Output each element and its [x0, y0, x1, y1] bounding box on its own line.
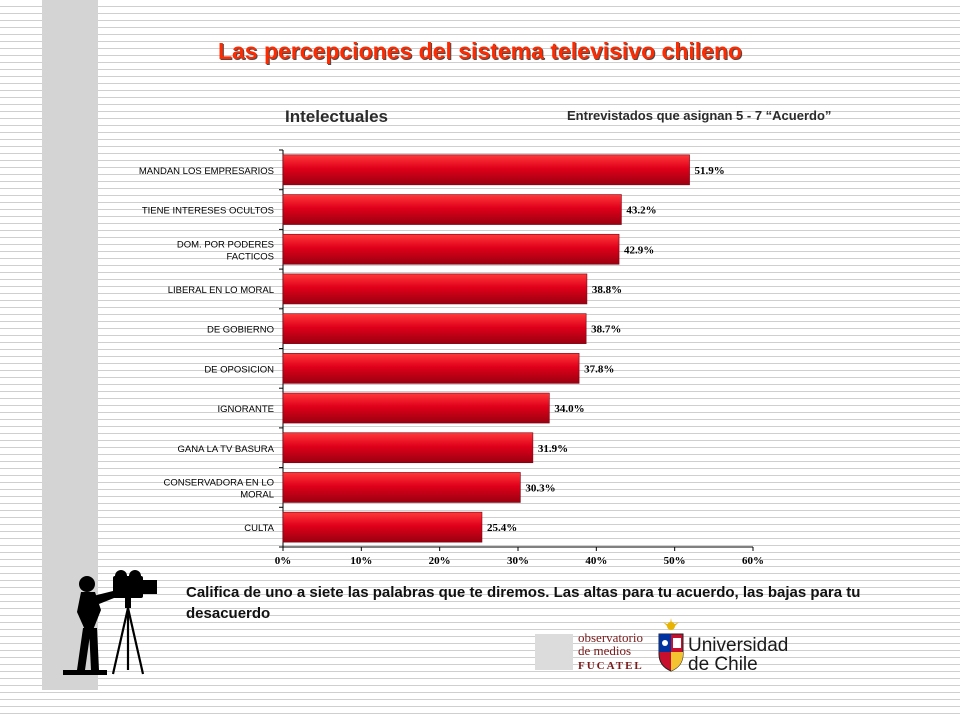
category-label-line: MANDAN LOS EMPRESARIOS: [139, 166, 274, 177]
university-line1: Universidad: [688, 635, 789, 656]
bar-value-label: 42.9%: [624, 244, 654, 256]
slide-title: Las percepciones del sistema televisivo …: [217, 38, 743, 64]
x-tick-label: 50%: [664, 555, 686, 567]
category-label-line: DE GOBIERNO: [207, 325, 274, 336]
observatorio-logo-text: observatorio de medios: [578, 631, 643, 657]
category-label-line: DOM. POR PODERES: [177, 239, 274, 250]
camera-operator-icon: [63, 570, 157, 675]
bar-value-label: 31.9%: [538, 443, 568, 455]
category-label: DE OPOSICION: [204, 364, 274, 375]
category-label-line: CONSERVADORA EN LO: [163, 477, 274, 488]
university-crest-icon: [658, 618, 684, 672]
observatorio-logo-mark: [535, 634, 573, 670]
bar: [282, 194, 622, 225]
bar-value-label: 25.4%: [487, 522, 517, 534]
chart-subtitle: Intelectuales: [285, 107, 388, 126]
chart-note: Entrevistados que asignan 5 - 7 “Acuerdo…: [567, 108, 832, 123]
category-label: LIBERAL EN LO MORAL: [168, 285, 274, 296]
observatorio-line2: de medios: [578, 643, 632, 658]
survey-instruction: Califica de uno a siete las palabras que…: [186, 584, 861, 622]
x-tick-label: 10%: [350, 555, 372, 567]
x-tick-label: 0%: [275, 555, 292, 567]
category-label-line: CULTA: [244, 523, 274, 534]
fucatel-brand: FUCATEL: [578, 660, 644, 672]
category-label: TIENE INTERESES OCULTOS: [142, 206, 274, 217]
category-label-line: DE OPOSICION: [204, 364, 274, 375]
bar: [282, 353, 580, 384]
bar: [282, 392, 550, 424]
category-label: MANDAN LOS EMPRESARIOS: [139, 166, 274, 177]
bar-value-label: 30.3%: [525, 482, 555, 494]
bar-value-label: 38.7%: [591, 324, 621, 336]
category-label-line: MORAL: [240, 489, 274, 500]
x-tick-label: 20%: [429, 555, 451, 567]
x-tick-label: 30%: [507, 555, 529, 567]
category-label-line: TIENE INTERESES OCULTOS: [142, 206, 274, 217]
bar: [282, 233, 620, 265]
bar: [282, 511, 483, 543]
bar: [282, 313, 587, 344]
category-label-line: GANA LA TV BASURA: [178, 444, 275, 455]
bar-value-label: 43.2%: [626, 205, 656, 217]
category-label-line: IGNORANTE: [218, 404, 274, 415]
bar: [282, 154, 690, 186]
bar: [282, 472, 521, 503]
university-logo-text: Universidad de Chile: [688, 636, 788, 674]
category-label: DOM. POR PODERES FACTICOS: [177, 239, 274, 262]
x-tick-label: 40%: [585, 555, 607, 567]
bar-value-label: 34.0%: [554, 403, 584, 415]
category-label: GANA LA TV BASURA: [178, 444, 275, 455]
category-label: CONSERVADORA EN LO MORAL: [163, 477, 274, 500]
bar: [282, 432, 534, 464]
category-label: CULTA: [244, 523, 274, 534]
x-tick-label: 60%: [742, 555, 764, 567]
side-decoration-bar: [42, 0, 98, 690]
category-label-line: FACTICOS: [226, 251, 274, 262]
university-line2: de Chile: [688, 654, 758, 675]
category-label: IGNORANTE: [218, 404, 274, 415]
category-label: DE GOBIERNO: [207, 325, 274, 336]
bar-value-label: 51.9%: [695, 165, 725, 177]
observatorio-line1: observatorio: [578, 630, 643, 645]
category-label-line: LIBERAL EN LO MORAL: [168, 285, 274, 296]
bar-value-label: 38.8%: [592, 284, 622, 296]
bar: [282, 273, 588, 305]
bar-value-label: 37.8%: [584, 363, 614, 375]
